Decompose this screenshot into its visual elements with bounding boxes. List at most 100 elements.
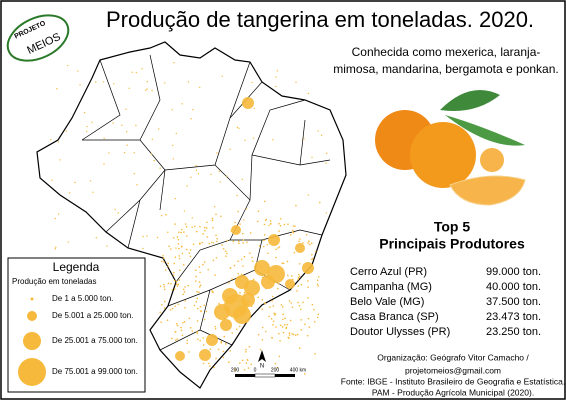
small-symbol — [275, 248, 277, 251]
small-symbol — [198, 286, 201, 288]
municipality-symbols — [49, 61, 328, 375]
small-symbol — [307, 297, 309, 299]
small-symbol — [199, 284, 202, 287]
small-symbol — [215, 213, 217, 216]
small-symbol — [175, 339, 177, 342]
small-symbol — [169, 308, 172, 311]
small-symbol — [67, 241, 69, 243]
small-symbol — [237, 240, 240, 243]
large-symbol — [268, 234, 280, 246]
small-symbol — [166, 319, 169, 321]
small-symbol — [246, 358, 249, 361]
small-symbol — [145, 89, 147, 92]
small-symbol — [83, 111, 86, 114]
small-symbol — [220, 342, 223, 344]
small-symbol — [310, 242, 313, 245]
small-symbol — [275, 256, 277, 259]
small-symbol — [92, 191, 94, 194]
small-symbol — [318, 201, 321, 204]
small-symbol — [65, 130, 67, 132]
small-symbol — [309, 243, 311, 246]
small-symbol — [299, 238, 301, 240]
north-label: N — [260, 364, 264, 370]
small-symbol — [218, 170, 221, 173]
small-symbol — [263, 245, 265, 248]
small-symbol — [292, 231, 295, 234]
small-symbol — [151, 89, 153, 92]
small-symbol — [193, 304, 196, 307]
top5-list: Cerro Azul (PR) 99.000 ton. Campanha (MG) 4… — [350, 266, 541, 338]
small-symbol — [298, 347, 301, 350]
small-symbol — [180, 326, 182, 329]
small-symbol — [175, 322, 178, 325]
legend-symbol — [18, 358, 46, 386]
small-symbol — [216, 237, 218, 240]
small-symbol — [300, 319, 303, 321]
small-symbol — [208, 362, 210, 365]
small-symbol — [226, 175, 228, 177]
small-symbol — [174, 288, 176, 290]
small-symbol — [214, 327, 217, 330]
small-symbol — [200, 310, 202, 313]
small-symbol — [274, 313, 277, 315]
small-symbol — [298, 263, 301, 265]
small-symbol — [216, 152, 218, 154]
small-symbol — [272, 139, 274, 141]
small-symbol — [136, 184, 138, 186]
small-symbol — [176, 338, 179, 340]
small-symbol — [294, 334, 297, 336]
large-symbol — [244, 280, 260, 296]
small-symbol — [263, 234, 266, 236]
small-symbol — [281, 262, 283, 264]
small-symbol — [182, 288, 185, 291]
small-symbol — [165, 213, 167, 216]
large-symbol — [231, 225, 241, 235]
small-symbol — [222, 350, 225, 353]
small-symbol — [184, 223, 187, 225]
small-symbol — [196, 307, 199, 310]
small-symbol — [232, 240, 235, 243]
small-symbol — [181, 252, 184, 255]
small-symbol — [224, 250, 227, 252]
small-symbol — [279, 218, 282, 220]
small-symbol — [167, 282, 170, 285]
small-symbol — [218, 303, 220, 305]
small-symbol — [264, 330, 267, 333]
small-symbol — [243, 291, 246, 294]
small-symbol — [289, 234, 292, 236]
scale-label: 200 — [271, 367, 280, 373]
small-symbol — [195, 230, 198, 233]
small-symbol — [178, 247, 180, 250]
small-symbol — [199, 305, 202, 308]
small-symbol — [186, 342, 189, 345]
small-symbol — [59, 159, 61, 161]
small-symbol — [316, 316, 319, 319]
small-symbol — [215, 234, 217, 237]
small-symbol — [195, 280, 197, 282]
legend-title: Legenda — [53, 260, 100, 274]
small-symbol — [196, 332, 199, 334]
small-symbol — [171, 337, 173, 340]
large-symbol — [295, 243, 305, 253]
small-symbol — [186, 185, 188, 187]
small-symbol — [212, 259, 215, 262]
small-symbol — [258, 245, 261, 247]
small-symbol — [151, 138, 154, 141]
small-symbol — [316, 279, 319, 282]
top5-title: Top 5 — [434, 219, 471, 235]
small-symbol — [275, 76, 277, 78]
small-symbol — [295, 81, 297, 84]
small-symbol — [133, 173, 136, 175]
small-symbol — [168, 245, 170, 248]
subtitle: Conhecida como mexerica, laranja- — [352, 45, 541, 59]
small-symbol — [206, 221, 208, 224]
credits: Organização: Geógrafo Vitor Camacho / pro… — [341, 352, 565, 397]
small-symbol — [114, 208, 116, 211]
small-symbol — [312, 257, 314, 260]
small-symbol — [178, 231, 180, 234]
small-symbol — [103, 137, 105, 140]
large-symbol — [254, 260, 270, 276]
small-symbol — [261, 299, 264, 301]
small-symbol — [159, 311, 161, 314]
small-symbol — [197, 338, 199, 340]
